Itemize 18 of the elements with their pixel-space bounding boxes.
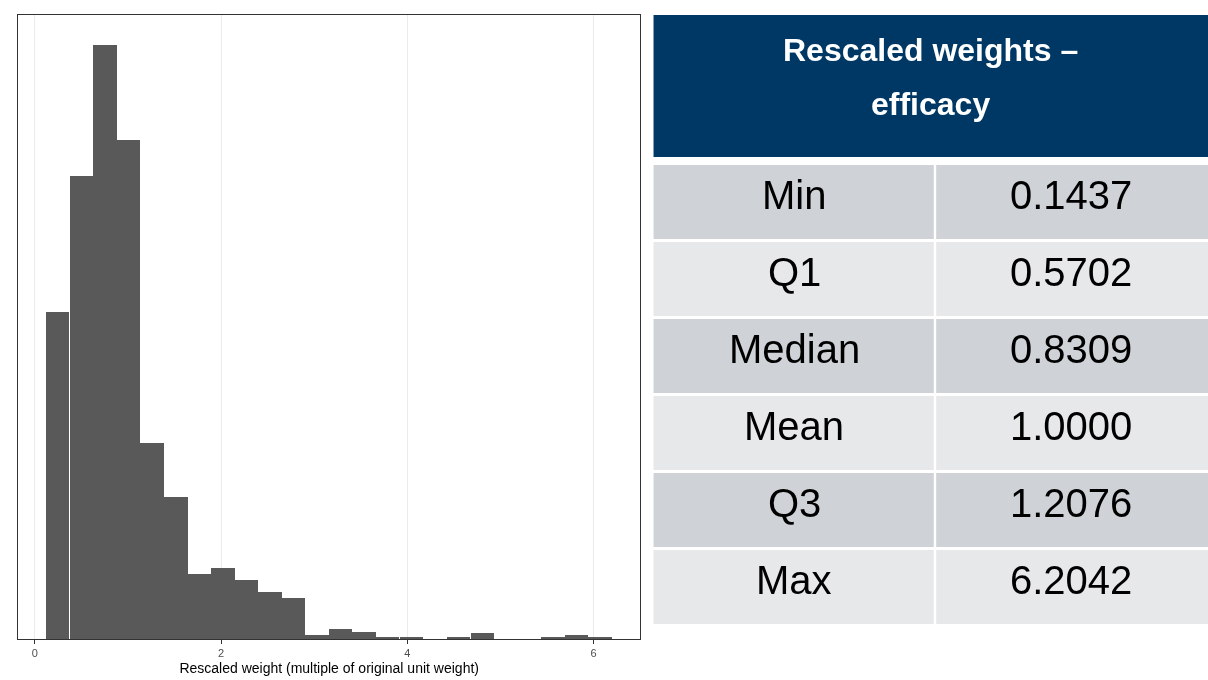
category-label: Q1	[768, 250, 822, 294]
x-tick-label: 2	[218, 647, 225, 660]
category-label: Median	[729, 327, 861, 371]
category-label: Q3	[768, 481, 822, 525]
category-label: Max	[756, 558, 832, 602]
text: 0.5702	[1010, 250, 1133, 294]
x-tick-label: 6	[590, 647, 597, 660]
text: 0.1437	[1010, 173, 1133, 217]
text: 6.2042	[1010, 558, 1133, 602]
text: 1.0000	[1010, 404, 1133, 448]
text: 1.2076	[1010, 481, 1133, 525]
text: Rescaled weights – efficacy	[783, 32, 1079, 122]
x-tick-label: 0	[31, 647, 38, 660]
x-tick-label: 4	[404, 647, 411, 660]
category-label: Min	[762, 173, 827, 217]
x-axis-title: Rescaled weight (multiple of original unit weight)	[179, 659, 479, 676]
text: 0.8309	[1010, 327, 1133, 371]
category-label: Mean	[744, 404, 845, 448]
